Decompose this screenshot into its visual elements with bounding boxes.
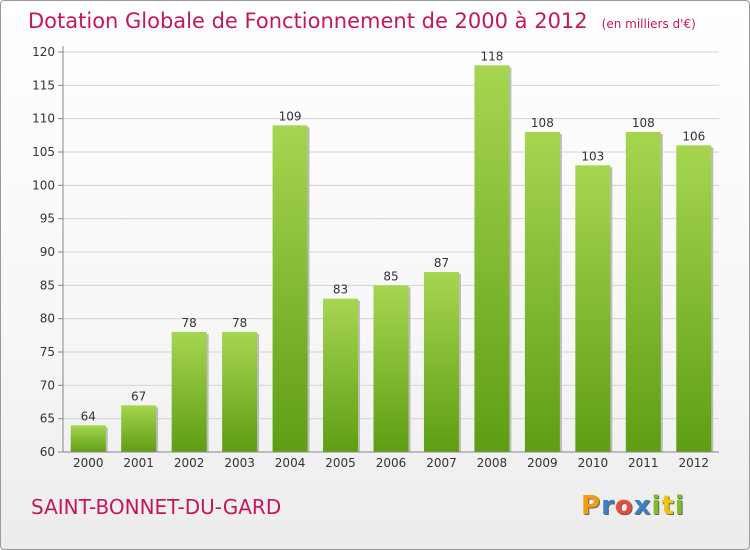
x-tick-label: 2005 <box>325 456 356 470</box>
y-tick-label: 105 <box>32 145 55 159</box>
bar-2007[interactable] <box>423 272 459 452</box>
x-tick-label: 2010 <box>578 456 609 470</box>
x-axis: 2000 2001 2002 2003 2004 2005 2006 2007 2008 2009… <box>63 451 719 470</box>
bar-value-label: 67 <box>131 389 146 403</box>
logo-letter: t <box>661 491 675 521</box>
x-tick-label: 2001 <box>123 456 154 470</box>
bars: 64 67 78 78 109 83 85 87 118 108 103 108 106 <box>70 49 714 453</box>
logo-letter: i <box>674 491 685 521</box>
bar-2009[interactable] <box>524 132 560 452</box>
bar-2011[interactable] <box>625 132 661 452</box>
logo-letter: P <box>581 491 602 521</box>
y-tick-label: 85 <box>40 278 55 292</box>
bar-value-label: 106 <box>682 129 705 143</box>
y-tick-label: 65 <box>40 412 55 426</box>
bar-value-label: 118 <box>480 49 503 63</box>
bar-2012[interactable] <box>676 145 712 453</box>
x-tick-label: 2002 <box>174 456 205 470</box>
bar-value-label: 103 <box>581 149 604 163</box>
bar-2010[interactable] <box>575 165 611 453</box>
y-tick-label: 100 <box>32 178 55 192</box>
bar-value-label: 78 <box>182 316 197 330</box>
bar-2000[interactable] <box>70 425 106 452</box>
bar-value-label: 83 <box>333 283 348 297</box>
chart-subtitle: (en milliers d'€) <box>601 17 696 31</box>
bar-2001[interactable] <box>121 405 157 452</box>
y-tick-label: 80 <box>40 312 55 326</box>
x-tick-label: 2007 <box>426 456 457 470</box>
y-axis: 60 65 70 75 80 85 90 95 100 105 110 115 120 <box>32 45 64 459</box>
x-tick-label: 2003 <box>224 456 255 470</box>
bar-value-label: 64 <box>81 409 96 423</box>
bar-value-label: 108 <box>531 116 554 130</box>
y-tick-label: 95 <box>40 212 55 226</box>
bar-value-label: 78 <box>232 316 247 330</box>
y-tick-label: 70 <box>40 378 55 392</box>
bar-2006[interactable] <box>373 285 409 452</box>
bar-value-label: 85 <box>383 269 398 283</box>
logo-letter: o <box>614 491 634 521</box>
chart-title: Dotation Globale de Fonctionnement de 20… <box>28 9 696 33</box>
x-tick-label: 2004 <box>275 456 306 470</box>
y-tick-label: 120 <box>32 45 55 59</box>
logo-letter: i <box>651 491 662 521</box>
x-tick-label: 2009 <box>527 456 558 470</box>
y-tick-label: 75 <box>40 345 55 359</box>
logo-letter: r <box>601 491 615 521</box>
x-tick-label: 2006 <box>376 456 407 470</box>
x-tick-label: 2011 <box>628 456 659 470</box>
commune-name: SAINT-BONNET-DU-GARD <box>31 495 282 519</box>
bar-value-label: 87 <box>434 256 449 270</box>
y-tick-label: 60 <box>40 445 55 459</box>
logo-letter: x <box>633 491 652 521</box>
proxiti-logo[interactable]: Proxiti <box>581 491 685 521</box>
y-tick-label: 115 <box>32 78 55 92</box>
bar-value-label: 109 <box>279 109 302 123</box>
bar-2008[interactable] <box>474 65 510 452</box>
chart-title-text: Dotation Globale de Fonctionnement de 20… <box>28 9 588 33</box>
bar-2003[interactable] <box>222 332 258 452</box>
x-tick-label: 2012 <box>678 456 709 470</box>
bar-2004[interactable] <box>272 125 308 452</box>
y-tick-label: 90 <box>40 245 55 259</box>
x-tick-label: 2000 <box>73 456 104 470</box>
y-tick-label: 110 <box>32 112 55 126</box>
x-tick-label: 2008 <box>477 456 508 470</box>
bar-value-label: 108 <box>632 116 655 130</box>
bar-2005[interactable] <box>323 298 359 452</box>
bar-2002[interactable] <box>171 332 207 452</box>
